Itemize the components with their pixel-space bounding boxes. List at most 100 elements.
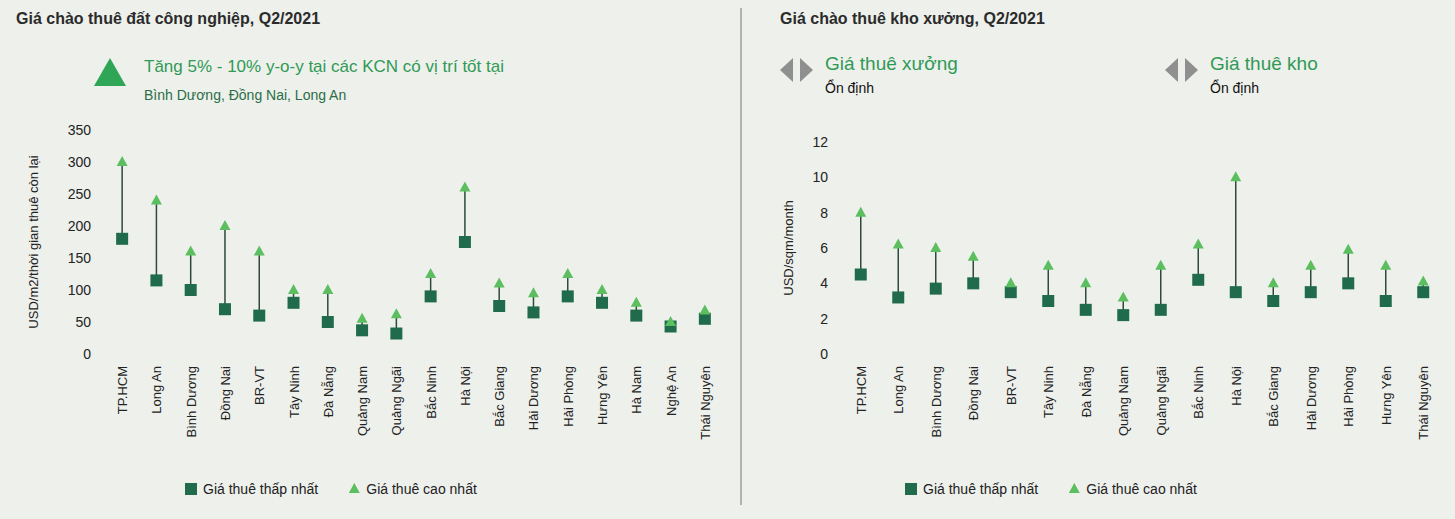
x-tick-label: Bắc Ninh [424, 366, 439, 419]
range-line [464, 188, 466, 242]
min-marker [1192, 274, 1204, 286]
min-marker [699, 313, 711, 325]
annotation-title: Giá thuê kho [1210, 53, 1318, 74]
annotation-text: Ổn định [825, 79, 874, 96]
min-marker [596, 297, 608, 309]
range-line [935, 248, 937, 289]
chart-title: Giá chào thuê đất công nghiệp, Q2/2021 [16, 10, 320, 27]
min-marker [1342, 277, 1354, 289]
legend-label: Giá thuê cao nhất [1086, 481, 1197, 497]
x-tick-label: BR-VT [1004, 366, 1019, 405]
annotation-text: Ổn định [1210, 79, 1259, 96]
max-marker [1268, 277, 1279, 287]
y-tick-label: 8 [820, 205, 828, 221]
x-tick-label: Bắc Giang [1266, 366, 1281, 427]
min-marker [150, 274, 162, 286]
x-tick-label: Đà Nẵng [321, 366, 336, 417]
plot-area [855, 171, 1430, 321]
stable-icon [1165, 58, 1178, 82]
x-tick-label: Bình Dương [929, 366, 944, 437]
min-marker [425, 290, 437, 302]
x-tick-label: Bắc Ninh [1191, 366, 1206, 419]
x-tick-label: Hải Dương [526, 366, 541, 430]
x-tick-label: Bắc Giang [492, 366, 507, 427]
range-line [156, 200, 158, 280]
min-marker [527, 306, 539, 318]
min-marker [288, 297, 300, 309]
max-marker [288, 284, 299, 294]
max-marker [1005, 277, 1016, 287]
range-line [259, 252, 261, 316]
max-marker [1118, 291, 1129, 301]
x-tick-label: Thái Nguyên [698, 366, 713, 440]
min-marker [493, 300, 505, 312]
legend-marker [1069, 483, 1080, 493]
x-tick-label: Long An [891, 366, 906, 414]
y-tick-label: 4 [820, 275, 828, 291]
y-tick-label: 10 [812, 169, 828, 185]
min-marker [459, 236, 471, 248]
x-tick-label: Tây Ninh [1041, 366, 1056, 418]
x-tick-label: Bình Dương [184, 366, 199, 437]
min-marker [1080, 304, 1092, 316]
y-tick-label: 100 [68, 282, 92, 298]
range-line [224, 226, 226, 309]
range-line [1235, 177, 1237, 292]
min-marker [185, 284, 197, 296]
min-marker [322, 316, 334, 328]
max-marker [425, 268, 436, 278]
y-tick-label: 6 [820, 240, 828, 256]
x-tick-label: Hà Nam [629, 366, 644, 414]
x-tick-label: Đà Nẵng [1079, 366, 1094, 417]
max-marker [968, 251, 979, 261]
max-marker [1343, 244, 1354, 254]
x-tick-label: Hà Nội [1229, 366, 1244, 406]
max-marker [254, 246, 265, 256]
x-tick-label: TP.HCM [854, 366, 869, 414]
max-marker [185, 246, 196, 256]
max-marker [151, 194, 162, 204]
max-marker [699, 304, 710, 314]
y-tick-label: 300 [68, 154, 92, 170]
divider [740, 8, 742, 505]
min-marker [930, 283, 942, 295]
legend-item: Giá thuê thấp nhất [185, 481, 318, 497]
legend-marker [905, 483, 917, 495]
max-marker [459, 182, 470, 192]
y-tick-label: 0 [83, 346, 91, 362]
max-marker [665, 316, 676, 326]
x-tick-label: Hà Nội [458, 366, 473, 406]
min-marker [562, 290, 574, 302]
max-marker [893, 238, 904, 248]
legend-label: Giá thuê thấp nhất [923, 481, 1038, 497]
max-marker [1080, 277, 1091, 287]
max-marker [1418, 276, 1429, 286]
min-marker [1305, 286, 1317, 298]
legend-label: Giá thuê cao nhất [366, 481, 477, 497]
y-axis-title: USD/sqm/month [781, 200, 796, 295]
max-marker [1305, 260, 1316, 270]
y-tick-label: 2 [820, 311, 828, 327]
max-marker [631, 297, 642, 307]
x-tick-label: BR-VT [252, 366, 267, 405]
background [0, 0, 1455, 519]
max-marker [1380, 260, 1391, 270]
min-marker [892, 291, 904, 303]
y-tick-label: 200 [68, 218, 92, 234]
min-marker [390, 328, 402, 340]
y-tick-label: 250 [68, 186, 92, 202]
x-tick-label: Hải Phòng [561, 366, 576, 427]
max-marker [219, 220, 230, 230]
annotation: Bình Dương, Đồng Nai, Long An [144, 87, 346, 103]
annotation-title: Giá thuê xưởng [825, 53, 958, 74]
max-marker [1230, 171, 1241, 181]
legend-item: Giá thuê cao nhất [1069, 481, 1197, 497]
range-line [1160, 266, 1162, 310]
x-tick-label: Hải Phòng [1341, 366, 1356, 427]
max-marker [357, 313, 368, 323]
x-tick-label: Đồng Nai [218, 366, 233, 420]
y-tick-label: 12 [812, 134, 828, 150]
y-tick-label: 350 [68, 122, 92, 138]
max-marker [930, 242, 941, 252]
y-tick-label: 0 [820, 346, 828, 362]
